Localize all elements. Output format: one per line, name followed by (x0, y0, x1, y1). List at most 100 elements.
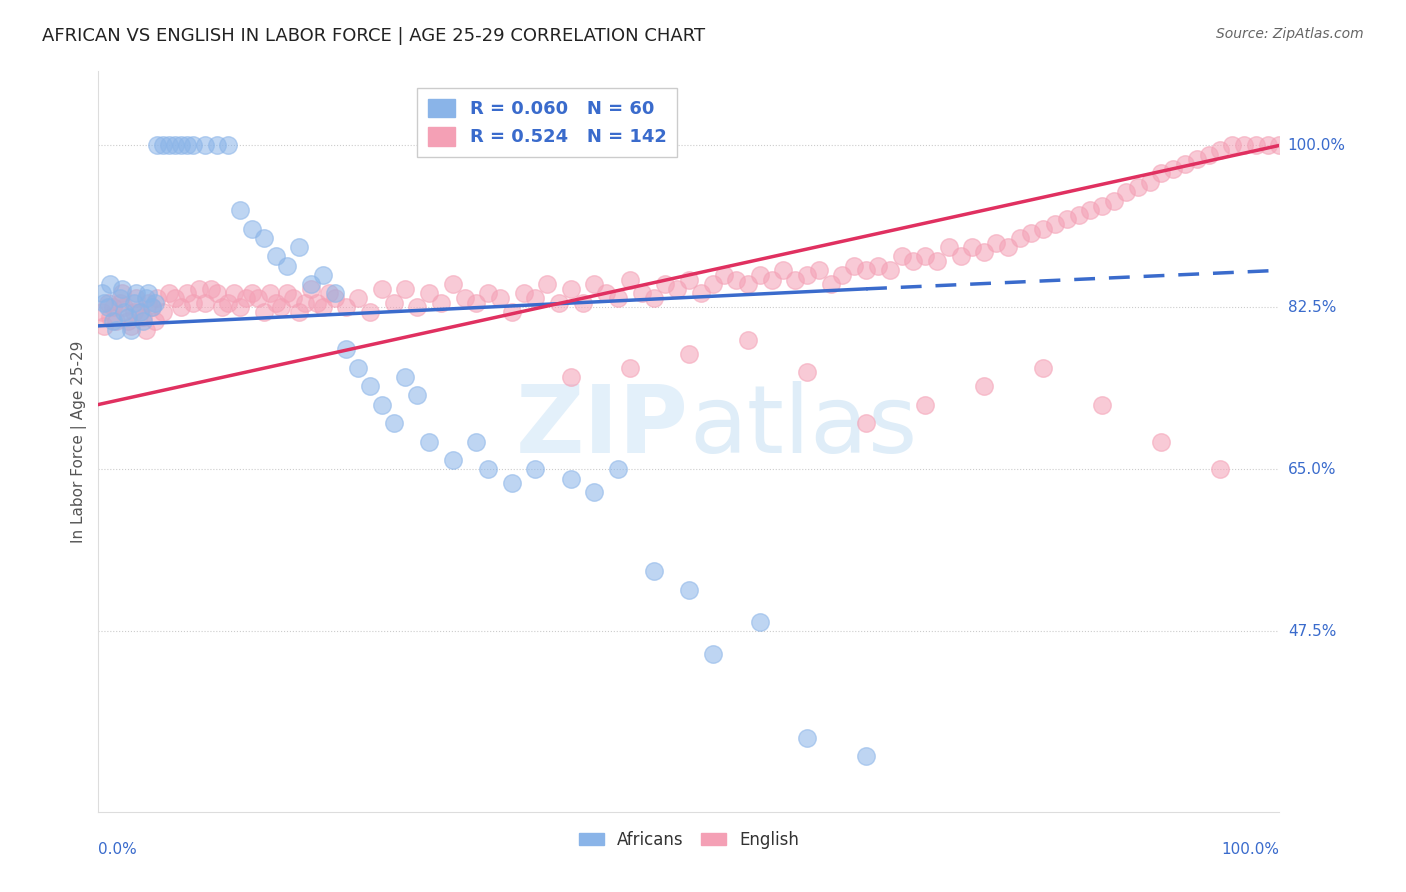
Point (689, 286, 711, 301)
Point (105, 314, 128, 328)
Point (1209, 462, 1232, 476)
Point (820, 277, 842, 292)
Point (748, 268, 770, 282)
Point (121, 324, 143, 338)
Point (211, 301, 233, 315)
Point (101, 314, 124, 328)
Point (796, 268, 818, 282)
Point (146, 138, 169, 153)
Point (761, 272, 783, 286)
Point (359, 379, 381, 393)
Text: 100.0%: 100.0% (1222, 842, 1279, 857)
Point (312, 268, 335, 282)
Point (318, 286, 340, 301)
Point (181, 295, 204, 310)
Point (619, 272, 641, 286)
Point (305, 295, 328, 310)
Point (143, 295, 166, 310)
Point (97, 301, 120, 315)
Point (914, 398, 936, 412)
Point (477, 286, 499, 301)
Point (997, 240, 1019, 254)
Point (654, 277, 676, 292)
Point (108, 291, 131, 305)
Point (347, 291, 370, 305)
Point (595, 286, 617, 301)
Point (713, 268, 735, 282)
Point (1244, 138, 1267, 153)
Point (607, 291, 630, 305)
Point (866, 259, 889, 273)
Point (299, 282, 322, 296)
Point (194, 138, 217, 153)
Point (501, 305, 523, 319)
Point (117, 310, 139, 324)
Point (1139, 175, 1161, 190)
Point (418, 286, 440, 301)
Point (938, 240, 960, 254)
Point (984, 235, 1007, 250)
Point (1115, 185, 1137, 199)
Point (441, 277, 464, 292)
Point (571, 295, 593, 310)
Point (283, 291, 305, 305)
Point (453, 291, 475, 305)
Point (98, 310, 121, 324)
Point (128, 305, 150, 319)
Point (93, 318, 115, 333)
Point (619, 360, 641, 375)
Point (135, 291, 157, 305)
Point (288, 305, 311, 319)
Point (170, 301, 193, 315)
Point (122, 305, 145, 319)
Point (205, 138, 228, 153)
Point (844, 259, 866, 273)
Point (1257, 138, 1279, 153)
Point (406, 388, 429, 402)
Point (335, 342, 357, 356)
Point (418, 434, 440, 449)
Point (973, 379, 995, 393)
Point (152, 305, 174, 319)
Point (583, 485, 606, 500)
Point (240, 221, 263, 235)
Point (890, 250, 912, 264)
Point (903, 254, 925, 268)
Point (501, 476, 523, 491)
Point (165, 291, 187, 305)
Point (194, 295, 217, 310)
Point (112, 305, 135, 319)
Point (678, 272, 700, 286)
Point (796, 365, 818, 379)
Point (1174, 157, 1197, 171)
Point (229, 301, 252, 315)
Point (224, 286, 246, 301)
Y-axis label: In Labor Force | Age 25-29: In Labor Force | Age 25-29 (72, 341, 87, 542)
Point (465, 434, 488, 449)
Point (879, 263, 901, 277)
Point (748, 615, 770, 629)
Point (176, 286, 198, 301)
Point (323, 291, 346, 305)
Point (382, 416, 405, 430)
Text: Source: ZipAtlas.com: Source: ZipAtlas.com (1216, 27, 1364, 41)
Point (105, 324, 128, 338)
Point (240, 286, 263, 301)
Text: 82.5%: 82.5% (1288, 300, 1336, 315)
Point (101, 301, 124, 315)
Point (312, 301, 335, 315)
Point (217, 138, 239, 153)
Point (524, 291, 547, 305)
Point (1021, 227, 1043, 241)
Point (205, 286, 228, 301)
Point (973, 244, 995, 259)
Point (560, 369, 582, 384)
Point (855, 416, 877, 430)
Point (1091, 198, 1114, 212)
Point (235, 291, 257, 305)
Point (121, 318, 143, 333)
Point (560, 282, 582, 296)
Point (441, 453, 464, 467)
Point (91, 286, 114, 301)
Point (136, 286, 159, 301)
